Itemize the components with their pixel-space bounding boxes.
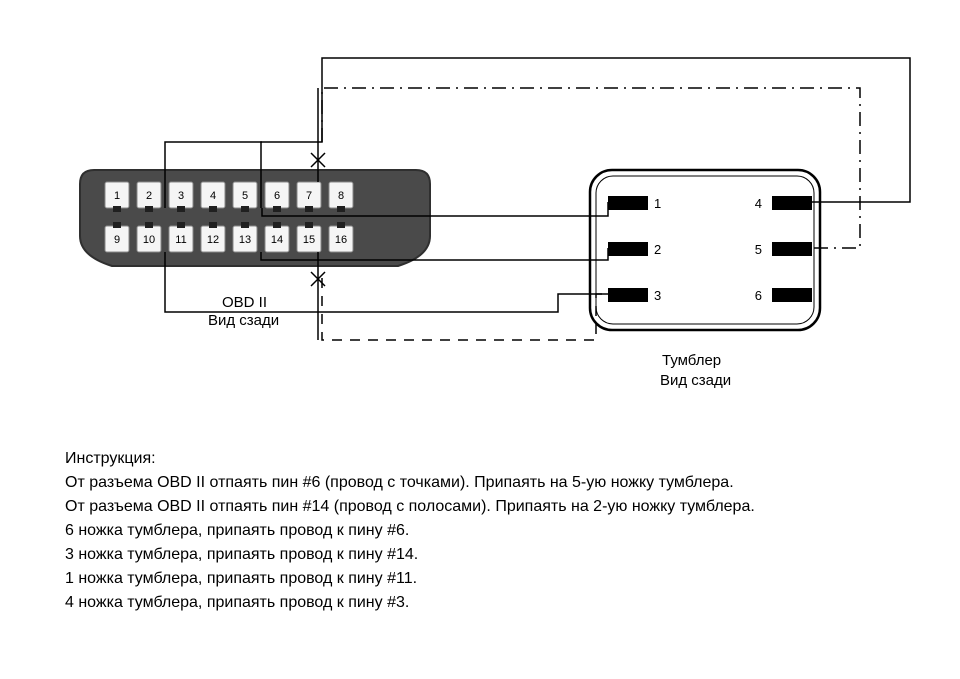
svg-text:1: 1 bbox=[654, 196, 661, 211]
svg-text:13: 13 bbox=[239, 234, 251, 246]
svg-text:9: 9 bbox=[114, 234, 120, 246]
instructions-line-3: 6 ножка тумблера, припаять провод к пину… bbox=[65, 522, 409, 540]
svg-text:3: 3 bbox=[178, 190, 184, 202]
diagram-stage: 12345678910111213141516142536 OBD II Вид… bbox=[0, 0, 960, 679]
obd-subtitle: Вид сзади bbox=[208, 312, 279, 329]
svg-text:1: 1 bbox=[114, 190, 120, 202]
svg-text:5: 5 bbox=[242, 190, 248, 202]
instructions-line-1: От разъема OBD II отпаять пин #6 (провод… bbox=[65, 474, 734, 492]
svg-text:12: 12 bbox=[207, 234, 219, 246]
svg-text:16: 16 bbox=[335, 234, 347, 246]
obd-title: OBD II bbox=[222, 294, 267, 311]
instructions-title: Инструкция: bbox=[65, 450, 156, 468]
instructions-line-5: 1 ножка тумблера, припаять провод к пину… bbox=[65, 570, 417, 588]
switch-subtitle: Вид сзади bbox=[660, 372, 731, 389]
svg-text:11: 11 bbox=[175, 234, 186, 246]
svg-text:4: 4 bbox=[755, 196, 762, 211]
instructions-line-6: 4 ножка тумблера, припаять провод к пину… bbox=[65, 594, 409, 612]
switch-title: Тумблер bbox=[662, 352, 721, 369]
svg-text:2: 2 bbox=[654, 242, 661, 257]
svg-text:6: 6 bbox=[755, 288, 762, 303]
svg-text:5: 5 bbox=[755, 242, 762, 257]
instructions-line-4: 3 ножка тумблера, припаять провод к пину… bbox=[65, 546, 418, 564]
svg-text:6: 6 bbox=[274, 190, 280, 202]
svg-text:4: 4 bbox=[210, 190, 216, 202]
svg-text:2: 2 bbox=[146, 190, 152, 202]
svg-text:7: 7 bbox=[306, 190, 312, 202]
svg-text:14: 14 bbox=[271, 234, 283, 246]
instructions-line-2: От разъема OBD II отпаять пин #14 (прово… bbox=[65, 498, 755, 516]
svg-text:3: 3 bbox=[654, 288, 661, 303]
svg-text:8: 8 bbox=[338, 190, 344, 202]
svg-text:10: 10 bbox=[143, 234, 155, 246]
svg-text:15: 15 bbox=[303, 234, 315, 246]
